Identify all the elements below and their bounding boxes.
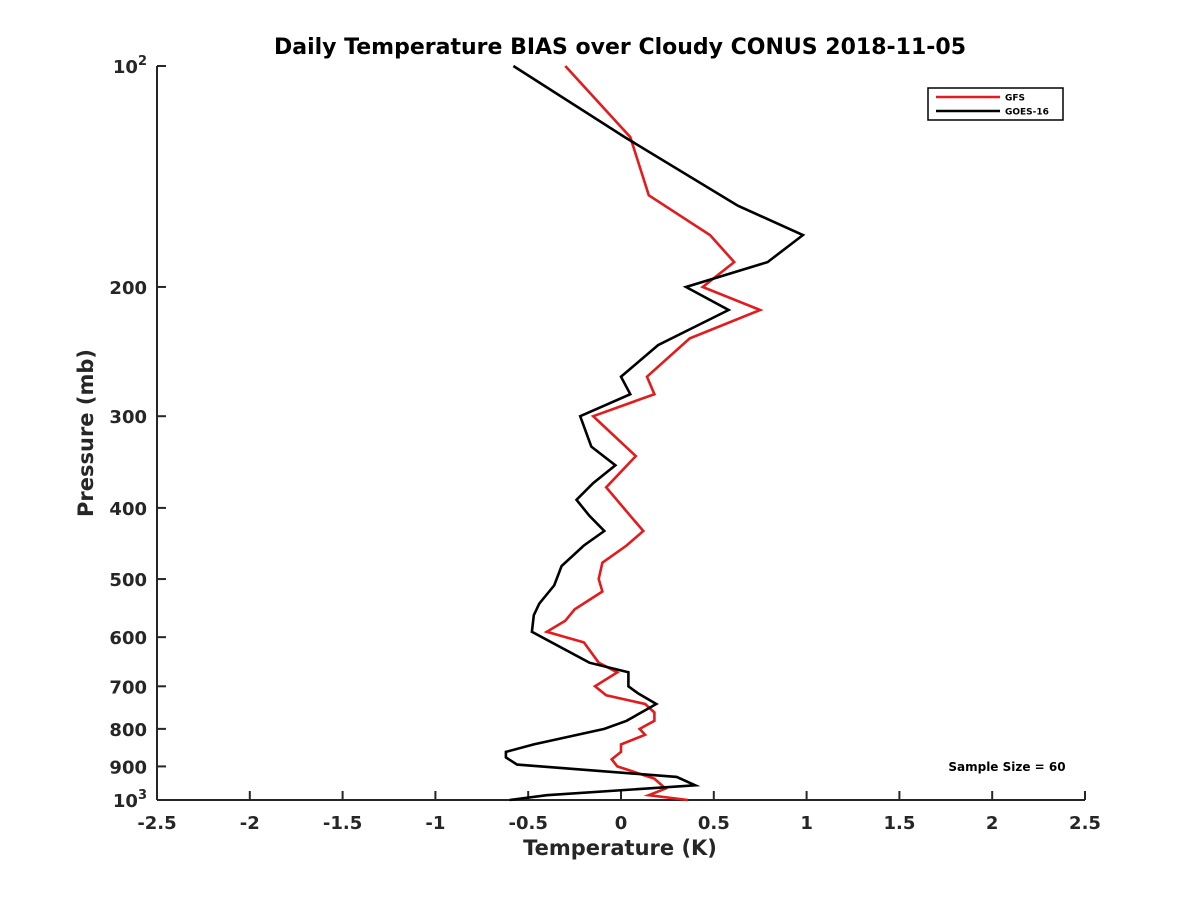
x-tick-label: -1 — [425, 813, 445, 834]
x-tick-label: 1 — [800, 813, 813, 834]
series-line-goes-16 — [504, 64, 806, 802]
y-tick-label: 900 — [109, 757, 147, 778]
y-tick-label: 102 — [113, 54, 147, 78]
legend-box — [927, 87, 1064, 121]
x-tick-label: 2.5 — [1069, 813, 1101, 834]
x-axis-label: Temperature (K) — [523, 836, 717, 860]
x-tick-label: 2 — [986, 813, 999, 834]
x-tick-label: 0.5 — [698, 813, 730, 834]
x-tick-label: -1.5 — [323, 813, 362, 834]
y-tick-label: 800 — [109, 720, 147, 741]
legend-label: GFS — [1005, 94, 1025, 104]
y-tick-label: 300 — [109, 407, 147, 428]
x-tick-label: -0.5 — [509, 813, 548, 834]
legend: GFS GOES-16 — [927, 87, 1064, 121]
y-tick-label: 500 — [109, 570, 147, 591]
sample-size-annotation: Sample Size = 60 — [948, 760, 1065, 774]
x-tick-label: -2 — [240, 813, 260, 834]
x-tick-label: -2.5 — [137, 813, 176, 834]
y-tick-label: 700 — [109, 677, 147, 698]
y-tick-label: 103 — [113, 788, 147, 812]
y-tick-label: 200 — [109, 278, 147, 299]
legend-label: GOES-16 — [1005, 108, 1049, 118]
y-tick-label: 400 — [109, 499, 147, 520]
y-tick-label: 600 — [109, 628, 147, 649]
plot-area: -2.5 -2 -1.5 -1 -0.5 0 0.5 1 1.5 2 2.5 102 200 300 400… — [109, 54, 1101, 834]
chart-title: Daily Temperature BIAS over Cloudy CONUS… — [274, 35, 966, 60]
y-axis-label: Pressure (mb) — [74, 349, 98, 517]
x-tick-label: 1.5 — [883, 813, 915, 834]
x-tick-label: 0 — [615, 813, 628, 834]
series-line-gfs — [543, 65, 764, 802]
